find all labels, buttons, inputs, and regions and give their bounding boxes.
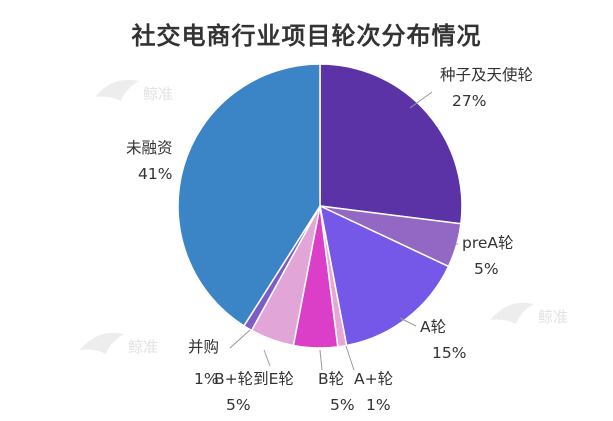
slice-label-a: A轮 [420,318,446,336]
slice-value-b-e: 5% [226,396,251,414]
leader-line-a [345,345,355,371]
pie-slice-item [319,63,463,225]
leader-line-item [229,329,251,349]
pie-slice-a [318,204,450,347]
slice-value-b: 5% [330,396,355,414]
chart-title: 社交电商行业项目轮次分布情况 [131,22,482,50]
watermark-logo: 鲸准 [490,302,568,326]
leader-line-b [319,349,323,371]
watermark-text: 鲸准 [128,338,158,356]
watermark-logo: 鲸准 [95,79,173,103]
watermark-group: 鲸准 鲸准 鲸准 [80,79,568,356]
slice-value-item: 41% [138,165,172,183]
slice-label-item: 种子及天使轮 [440,66,533,84]
slice-value-item: 27% [452,92,486,110]
slice-label-item: 未融资 [126,139,173,157]
pie-slice-item [177,63,321,327]
slice-label-b: B轮 [318,370,344,388]
watermark-logo: 鲸准 [80,332,158,356]
watermark-text: 鲸准 [538,308,568,326]
leader-lines [229,91,458,371]
slice-value-prea: 5% [474,260,499,278]
slice-value-a: 1% [366,396,391,414]
slice-label-item: 并购 [188,338,219,356]
slice-label-prea: preA轮 [462,234,514,252]
leader-line-item [409,91,433,109]
leader-line-b-e [263,349,271,367]
watermark-text: 鲸准 [143,85,173,103]
pie-slices [177,63,463,349]
slice-value-item: 1% [194,370,219,388]
slice-labels: 种子及天使轮 27% preA轮 5% A轮 15% A+轮 1% B轮 5% B+轮到E轮 5% 并购… [126,66,533,414]
slice-value-a: 15% [432,344,466,362]
slice-label-a: A+轮 [354,370,393,388]
slice-label-b-e: B+轮到E轮 [214,370,294,388]
leader-line-a [399,317,417,327]
